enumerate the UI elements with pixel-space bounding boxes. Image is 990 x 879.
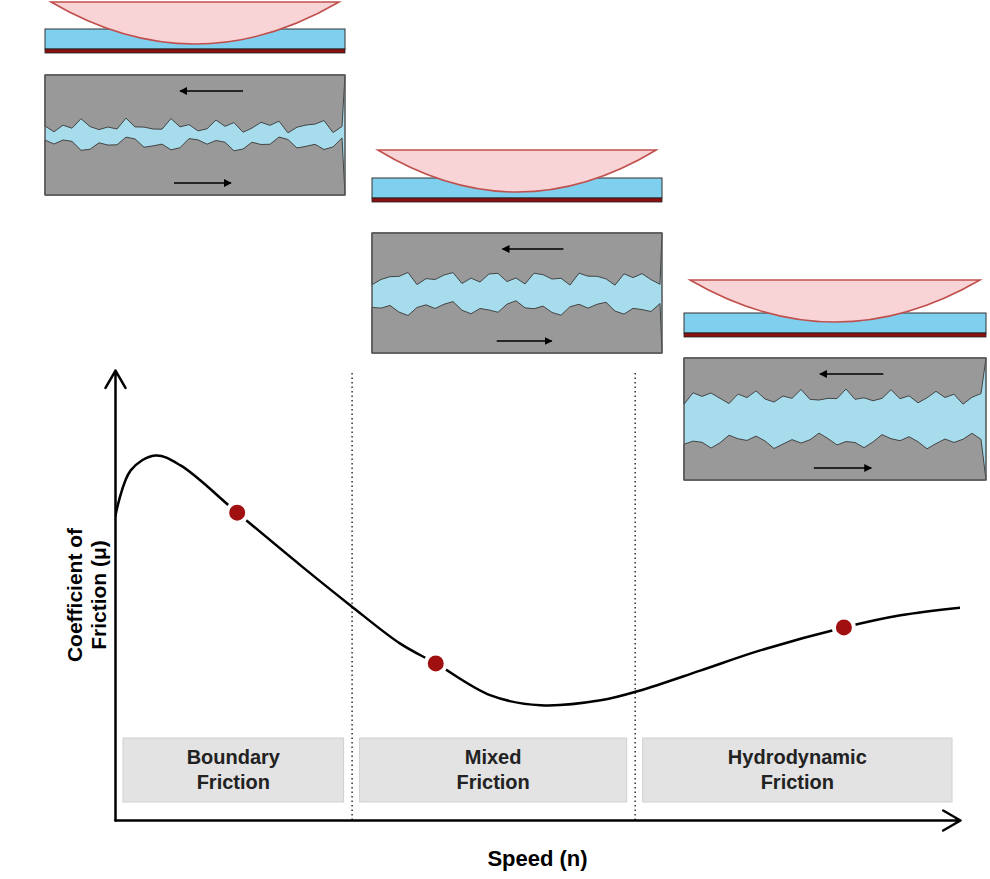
svg-text:Coefficient ofFriction (μ): Coefficient ofFriction (μ) <box>63 527 110 662</box>
svg-text:MixedFriction: MixedFriction <box>456 746 529 793</box>
svg-text:HydrodynamicFriction: HydrodynamicFriction <box>728 746 867 793</box>
svg-text:Speed (n): Speed (n) <box>487 846 587 871</box>
svg-text:BoundaryFriction: BoundaryFriction <box>187 746 281 793</box>
